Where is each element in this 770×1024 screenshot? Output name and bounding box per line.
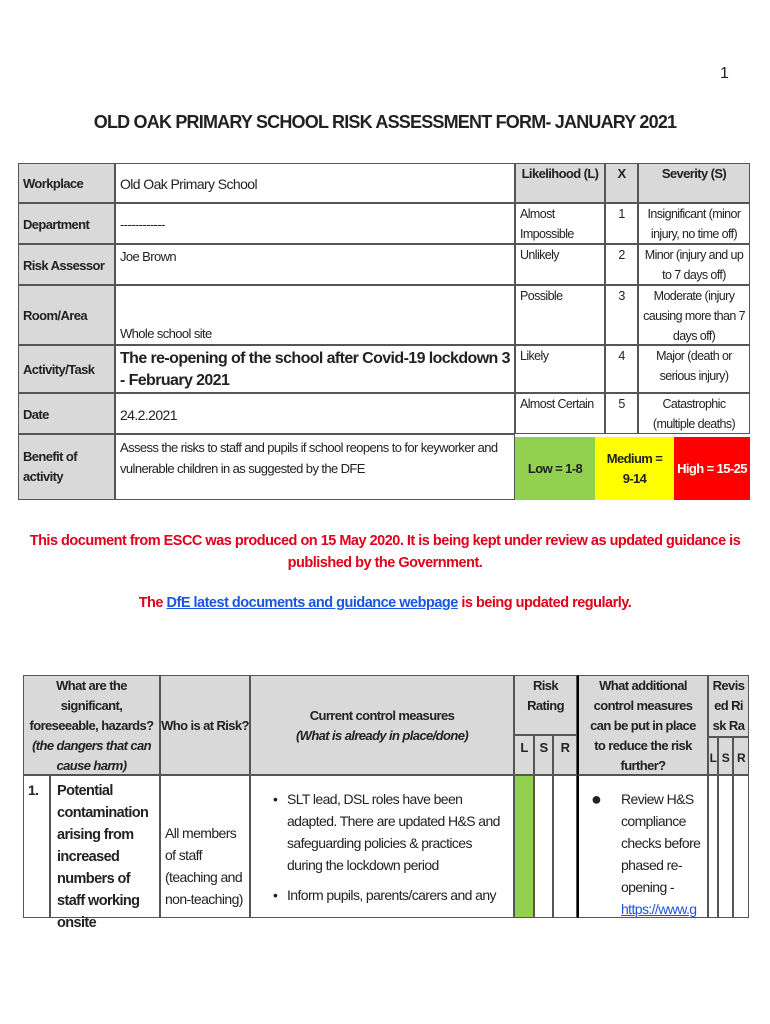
value-benefit: Assess the risks to staff and pupils if … — [115, 434, 515, 500]
label-department: Department — [18, 203, 115, 244]
score-cell: 2 — [605, 244, 638, 285]
header-s: S — [534, 735, 553, 775]
review-notice: This document from ESCC was produced on … — [29, 533, 741, 571]
guidance-link[interactable]: DfE latest documents and guidance webpag… — [166, 595, 459, 611]
label-benefit: Benefit of activity — [18, 434, 115, 500]
score-cell: 5 — [605, 393, 638, 434]
header-revised: Revised Risk Rating — [708, 675, 749, 753]
value-assessor: Joe Brown — [115, 244, 515, 285]
row-number: 1. — [23, 775, 50, 918]
likelihood-cell: Almost Impossible — [515, 203, 605, 244]
current-measure-item: • SLT lead, DSL roles have been adapted. … — [273, 788, 503, 876]
low-band: Low = 1-8 — [515, 437, 595, 500]
header-risk-rating: Risk Rating — [514, 675, 577, 735]
severity-cell: Catastrophic (multiple deaths) — [638, 393, 750, 434]
value-workplace: Old Oak Primary School — [115, 163, 515, 203]
high-band: High = 15-25 — [674, 437, 750, 500]
bullet-icon: • — [273, 791, 278, 807]
risk-s-cell — [534, 775, 553, 918]
risk-l-cell — [514, 775, 534, 918]
header-r: R — [553, 735, 577, 775]
additional-link[interactable]: https://www.g — [621, 901, 697, 917]
severity-cell: Insignificant (minor injury, no time off… — [638, 203, 750, 244]
risk-r-cell — [553, 775, 577, 918]
severity-cell: Major (death or serious injury) — [638, 345, 750, 393]
additional-text: Review H&S compliance checks before phas… — [621, 791, 701, 895]
hazard-text: Potential contamination arising from inc… — [50, 775, 160, 931]
likelihood-cell: Likely — [515, 345, 605, 393]
revised-s: S — [718, 737, 733, 775]
label-workplace: Workplace — [18, 163, 115, 203]
revised-l: L — [708, 737, 718, 775]
severity-cell: Moderate (injury causing more than 7 day… — [638, 285, 750, 345]
current-measure-text: SLT lead, DSL roles have been adapted. T… — [287, 791, 500, 873]
label-room: Room/Area — [18, 285, 115, 345]
label-assessor: Risk Assessor — [18, 244, 115, 285]
bullet-icon: • — [273, 887, 278, 903]
additional-measures: ● Review H&S compliance checks before ph… — [577, 775, 708, 918]
value-date: 24.2.2021 — [115, 393, 515, 434]
label-activity: Activity/Task — [18, 345, 115, 393]
page-number: 1 — [720, 65, 729, 82]
likelihood-cell: Unlikely — [515, 244, 605, 285]
hazards-subtitle: (the dangers that can cause harm) — [32, 738, 151, 773]
current-measure-text: Inform pupils, parents/carers and any — [287, 887, 497, 903]
revised-r: R — [733, 737, 749, 775]
header-additional: What additional control measures can be … — [577, 675, 708, 775]
revised-l-cell — [708, 775, 718, 918]
guidance-suffix: is being updated regularly. — [457, 595, 632, 611]
guidance-prefix: The — [138, 595, 167, 611]
header-hazards: What are the significant, foreseeable, h… — [23, 675, 160, 775]
medium-band: Medium = 9-14 — [595, 437, 674, 500]
value-activity: The re-opening of the school after Covid… — [115, 345, 515, 393]
revised-s-cell — [718, 775, 733, 918]
revised-r-cell — [733, 775, 749, 918]
header-l: L — [514, 735, 534, 775]
score-cell: 3 — [605, 285, 638, 345]
hazards-title: What are the significant, foreseeable, h… — [29, 678, 155, 733]
value-department: ------------ — [115, 203, 515, 244]
header-current: Current control measures (What is already… — [250, 675, 514, 775]
likelihood-cell: Possible — [515, 285, 605, 345]
value-room: Whole school site — [115, 285, 515, 345]
x-header: X — [605, 163, 638, 203]
current-measures: • SLT lead, DSL roles have been adapted. … — [250, 775, 514, 918]
score-cell: 4 — [605, 345, 638, 393]
severity-cell: Minor (injury and up to 7 days off) — [638, 244, 750, 285]
page-title: OLD OAK PRIMARY SCHOOL RISK ASSESSMENT F… — [93, 112, 677, 132]
current-subtitle: (What is already in place/done) — [295, 728, 469, 743]
who-text: All members of staff (teaching and non-t… — [160, 775, 250, 918]
guidance-line: The DfE latest documents and guidance we… — [0, 595, 770, 611]
score-cell: 1 — [605, 203, 638, 244]
severity-header: Severity (S) — [638, 163, 750, 203]
likelihood-header: Likelihood (L) — [515, 163, 605, 203]
likelihood-cell: Almost Certain — [515, 393, 605, 434]
header-who: Who is at Risk? — [160, 675, 250, 775]
current-measure-item: • Inform pupils, parents/carers and any — [273, 884, 503, 906]
label-date: Date — [18, 393, 115, 434]
current-title: Current control measures — [309, 708, 455, 723]
bullet-icon: ● — [591, 789, 602, 809]
